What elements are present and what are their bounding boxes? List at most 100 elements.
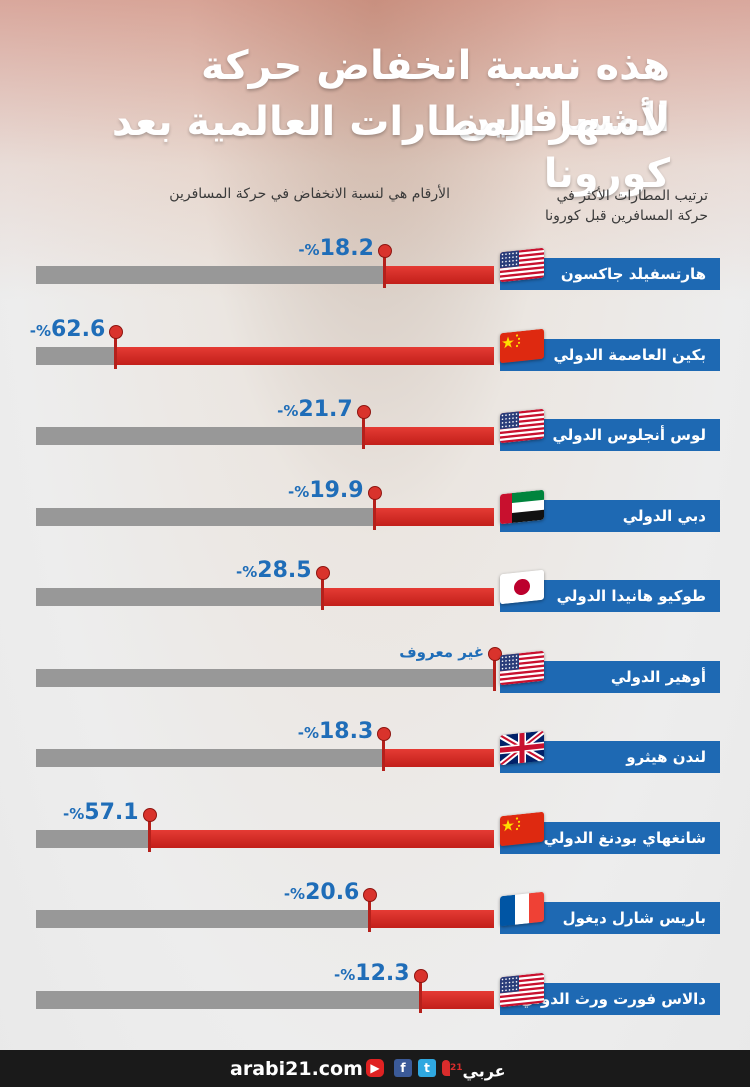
logo: عربي21: [450, 1057, 506, 1082]
bar: [383, 749, 494, 767]
usa-flag-icon: [500, 972, 544, 1007]
bar-track: [36, 668, 494, 687]
data-label: -%57.1: [0, 800, 139, 826]
bar-track: [36, 990, 494, 1009]
usa-flag-icon: [500, 650, 544, 685]
data-label: -%18.2: [214, 236, 374, 262]
footer-bar: arabi21.com ▶ f t عربي21: [0, 1050, 750, 1087]
bar: [148, 829, 494, 848]
usa-flag-icon: [500, 247, 544, 283]
chart-row: -%19.9 دبي الدولي: [0, 478, 750, 560]
airport-label: دالاس فورت ورث الدولي: [500, 982, 720, 1015]
column-header-rank: ترتيب المطارات الأكثر في حركة المسافرين …: [478, 186, 708, 226]
page-title-line2: لأشهر المطارات العالمية بعد كورونا: [111, 99, 670, 197]
facebook-icon[interactable]: f: [394, 1059, 412, 1077]
data-label-unit: -%: [297, 724, 319, 742]
pin-marker: [320, 572, 324, 610]
twitter-icon[interactable]: t: [418, 1059, 436, 1077]
data-label: -%62.6: [0, 316, 106, 343]
logo-number: 21: [450, 1063, 463, 1073]
chart-row: -%20.6 باريس شارل ديغول: [0, 880, 750, 962]
pin-head: [488, 646, 502, 661]
pin-head: [377, 244, 392, 258]
data-label-unit: -%: [63, 804, 85, 823]
data-label: -%19.9: [204, 478, 364, 504]
bar-track: [36, 749, 494, 767]
chart-row: -%21.7 لوس أنجلوس الدولي: [0, 397, 750, 479]
airport-name: بكين العاصمة الدولي: [553, 345, 706, 364]
data-label-unit: -%: [277, 402, 299, 420]
chart-row: -%28.5 طوكيو هانيدا الدولي: [0, 558, 750, 640]
chart-row: -%12.3 دالاس فورت ورث الدولي: [0, 961, 750, 1043]
column-header-note: الأرقام هي لنسبة الانخفاض في حركة المساف…: [169, 186, 450, 202]
pin-marker: [147, 813, 151, 852]
data-label-value: 12.3: [355, 960, 410, 986]
france-flag-icon: [500, 891, 544, 927]
pin-head: [142, 807, 157, 822]
data-label-unit: -%: [236, 563, 258, 581]
data-label: -%21.7: [193, 397, 353, 423]
data-label-unit: -%: [298, 241, 320, 259]
airport-name: لندن هيثرو: [626, 748, 706, 766]
data-label-unit: -%: [29, 321, 51, 340]
pin-marker: [382, 733, 386, 771]
data-label-value: 18.3: [319, 719, 374, 744]
data-label: -%12.3: [250, 961, 410, 987]
chart-row: -%18.2 هارتسفيلد جاكسون: [0, 236, 750, 318]
bar: [373, 507, 494, 526]
logo-text: عربي: [462, 1061, 506, 1081]
data-label-unit: -%: [283, 885, 306, 903]
data-label-value: 19.9: [309, 477, 364, 503]
uae-flag-icon: [500, 489, 544, 524]
pin-head: [377, 727, 392, 741]
header-background: [0, 0, 750, 300]
pin-head: [315, 566, 330, 580]
column-header-rank-line2: حركة المسافرين قبل كورونا: [545, 208, 708, 224]
airport-name: لوس أنجلوس الدولي: [552, 426, 706, 444]
airport-name: شانغهاي بودنغ الدولي: [543, 828, 706, 847]
uk-flag-icon: [500, 730, 544, 766]
pin-marker: [361, 411, 365, 449]
pin-head: [367, 485, 382, 500]
airport-name: أوهير الدولي: [610, 667, 706, 686]
airport-name: هارتسفيلد جاكسون: [560, 265, 706, 283]
china-flag-icon: [500, 328, 544, 363]
bar: [383, 266, 494, 284]
data-label-value: 62.6: [51, 316, 106, 342]
chart-row: -%62.6 بكين العاصمة الدولي: [0, 316, 750, 399]
site-url[interactable]: arabi21.com: [230, 1058, 363, 1080]
chart-row: -%18.3 لندن هيثرو: [0, 719, 750, 801]
data-label: غير معروف: [399, 642, 484, 661]
china-flag-icon: [500, 811, 544, 846]
airport-name: دبي الدولي: [622, 506, 706, 525]
data-label-value: 20.6: [305, 880, 360, 905]
airport-name: دالاس فورت ورث الدولي: [520, 989, 706, 1008]
column-header-rank-line1: ترتيب المطارات الأكثر في: [556, 188, 708, 204]
youtube-icon[interactable]: ▶: [366, 1059, 384, 1077]
bar: [321, 588, 494, 606]
usa-flag-icon: [500, 408, 544, 444]
pin-head: [363, 888, 378, 902]
airport-name: باريس شارل ديغول: [562, 909, 706, 927]
airport-name: طوكيو هانيدا الدولي: [556, 587, 706, 605]
logo-mark-icon: [442, 1060, 450, 1076]
data-label-value: 18.2: [319, 236, 374, 261]
pin-marker: [493, 652, 496, 691]
pin-marker: [372, 491, 376, 530]
pin-marker: [418, 974, 422, 1013]
pin-marker: [382, 250, 386, 288]
data-label: -%20.6: [199, 880, 360, 906]
data-label-value: 21.7: [298, 397, 353, 422]
bar: [115, 346, 494, 365]
pin-head: [413, 968, 428, 983]
bar-track: [36, 266, 494, 284]
data-label: -%28.5: [152, 558, 312, 584]
page-title-line1: هذه نسبة انخفاض حركة المسافرين: [201, 43, 670, 141]
data-label-value: 57.1: [84, 799, 139, 825]
data-label-unit: -%: [288, 482, 310, 501]
data-label: -%18.3: [213, 719, 374, 745]
japan-flag-icon: [500, 569, 544, 605]
bar: [362, 427, 494, 445]
bar: [419, 990, 494, 1009]
pin-head: [356, 405, 371, 419]
